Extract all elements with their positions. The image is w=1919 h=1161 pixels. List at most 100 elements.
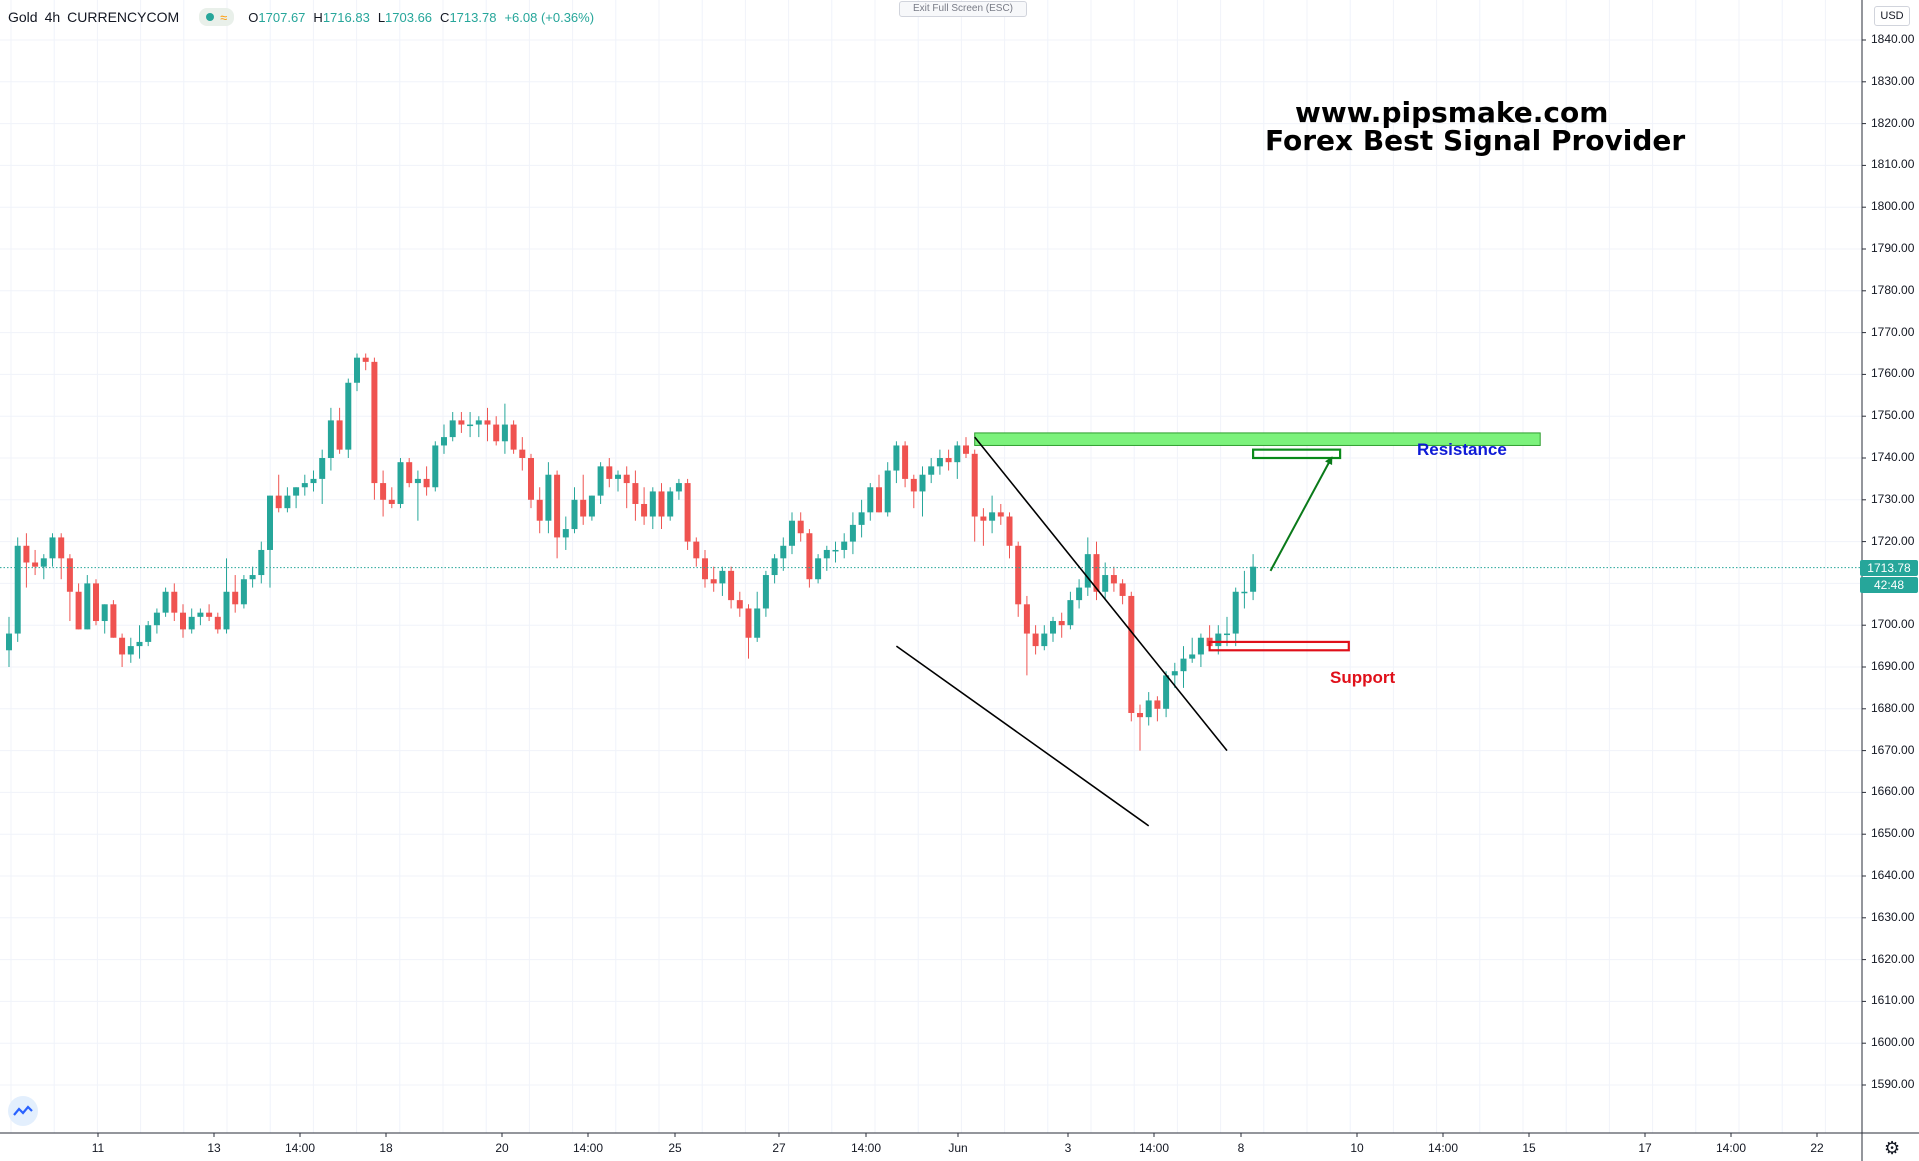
candle-body — [127, 646, 134, 655]
candle-body — [414, 478, 421, 484]
candle-body — [954, 445, 961, 463]
candle-body — [371, 361, 378, 484]
candle-body — [632, 483, 639, 504]
time-tick-label: 11 — [91, 1141, 105, 1155]
time-tick-label: 14:00 — [572, 1141, 604, 1155]
candle-body — [597, 466, 604, 496]
price-tick-label: 1670.00 — [1871, 742, 1915, 757]
candle-body — [719, 570, 726, 584]
candle-body — [745, 608, 752, 638]
candle-body — [458, 420, 465, 425]
candle-body — [841, 541, 848, 550]
resistance-zone — [974, 432, 1541, 446]
candle-body — [902, 445, 909, 479]
price-tick-label: 1610.00 — [1871, 993, 1915, 1008]
candle-body — [797, 520, 804, 534]
candle-body — [1180, 658, 1187, 672]
candle-body — [1041, 633, 1048, 647]
candle-body — [606, 466, 613, 479]
candle-body — [997, 512, 1004, 517]
lower-trendline — [895, 645, 1150, 827]
time-tick-label: 13 — [207, 1141, 221, 1155]
candle-body — [510, 424, 517, 450]
candle-body — [362, 357, 369, 362]
candle-body — [1197, 637, 1204, 655]
candle-body — [284, 495, 291, 509]
price-tick-label: 1600.00 — [1871, 1035, 1915, 1050]
candle-body — [910, 478, 917, 492]
price-tick-label: 1640.00 — [1871, 868, 1915, 882]
candle-body — [188, 616, 195, 630]
candle-body — [588, 495, 595, 517]
candle-body — [214, 616, 221, 630]
candle-body — [545, 474, 552, 521]
candle-body — [1050, 621, 1056, 634]
price-tick-label: 1780.00 — [1871, 282, 1915, 297]
exit-fullscreen-button[interactable]: Exit Full Screen (ESC) — [899, 1, 1027, 17]
candle-body — [667, 491, 674, 517]
candle-body — [380, 483, 387, 500]
candle-body — [815, 558, 822, 580]
candle-body — [397, 462, 404, 504]
high-value: 1716.83 — [322, 9, 370, 25]
price-tick-label: 1790.00 — [1871, 241, 1915, 255]
time-tick-label: 14:00 — [284, 1141, 316, 1155]
support-label: Support — [1330, 668, 1396, 687]
price-tick-label: 1810.00 — [1871, 157, 1915, 172]
price-tick-label: 1650.00 — [1871, 826, 1915, 841]
market-status[interactable]: ≈ — [199, 8, 235, 26]
tradingview-logo-icon[interactable] — [8, 1096, 38, 1126]
low-value: 1703.66 — [385, 9, 433, 25]
candle-body — [580, 499, 587, 517]
price-tick-label: 1590.00 — [1871, 1077, 1915, 1091]
candle-body — [467, 424, 474, 427]
candle-body — [475, 420, 482, 425]
target-arrow — [1269, 456, 1333, 572]
settings-gear-icon[interactable]: ⚙ — [1884, 1138, 1901, 1158]
candle-body — [319, 458, 326, 479]
candle-body — [562, 529, 569, 538]
candle-body — [754, 608, 761, 638]
high-label: H — [313, 9, 323, 25]
symbol-info[interactable]: Gold 4h CURRENCYCOM — [8, 9, 179, 25]
time-tick-label: 14:00 — [850, 1141, 882, 1155]
candle-body — [6, 633, 12, 651]
candle-body — [441, 437, 447, 446]
target-zone — [1251, 448, 1342, 460]
candle-body — [345, 382, 352, 450]
candle-body — [1241, 591, 1248, 594]
candle-body — [1119, 583, 1126, 596]
candle-body — [171, 591, 178, 613]
candle-body — [1076, 587, 1083, 601]
time-tick-label: 14:00 — [1427, 1141, 1459, 1155]
watermark-tagline: Forex Best Signal Provider — [1265, 124, 1686, 157]
candle-body — [136, 641, 143, 647]
candle-body — [101, 604, 108, 622]
candle-body — [293, 487, 300, 496]
open-value: 1707.67 — [258, 9, 306, 25]
candle-body — [1128, 595, 1135, 713]
price-tick-label: 1740.00 — [1871, 450, 1915, 464]
candle-body — [14, 545, 21, 634]
price-tick-label: 1700.00 — [1871, 617, 1915, 632]
candle-body — [728, 570, 735, 601]
price-tick-label: 1630.00 — [1871, 909, 1915, 924]
grid-lines — [0, 0, 1862, 1133]
time-tick-label: 22 — [1810, 1141, 1824, 1155]
candle-body — [84, 583, 91, 630]
candle-body — [554, 474, 561, 538]
candle-body — [736, 600, 743, 609]
candle-body — [49, 537, 56, 559]
currency-button[interactable]: USD — [1874, 6, 1910, 26]
candle-body — [971, 453, 978, 517]
candle-body — [493, 424, 500, 442]
candle-body — [980, 516, 987, 521]
price-tick-label: 1820.00 — [1871, 115, 1915, 130]
candle-body — [240, 579, 247, 605]
price-tick-label: 1730.00 — [1871, 491, 1915, 506]
candle-body — [1093, 554, 1100, 592]
candle-body — [449, 420, 456, 438]
candle-body — [771, 558, 778, 576]
change-value: +6.08 (+0.36%) — [504, 9, 595, 25]
